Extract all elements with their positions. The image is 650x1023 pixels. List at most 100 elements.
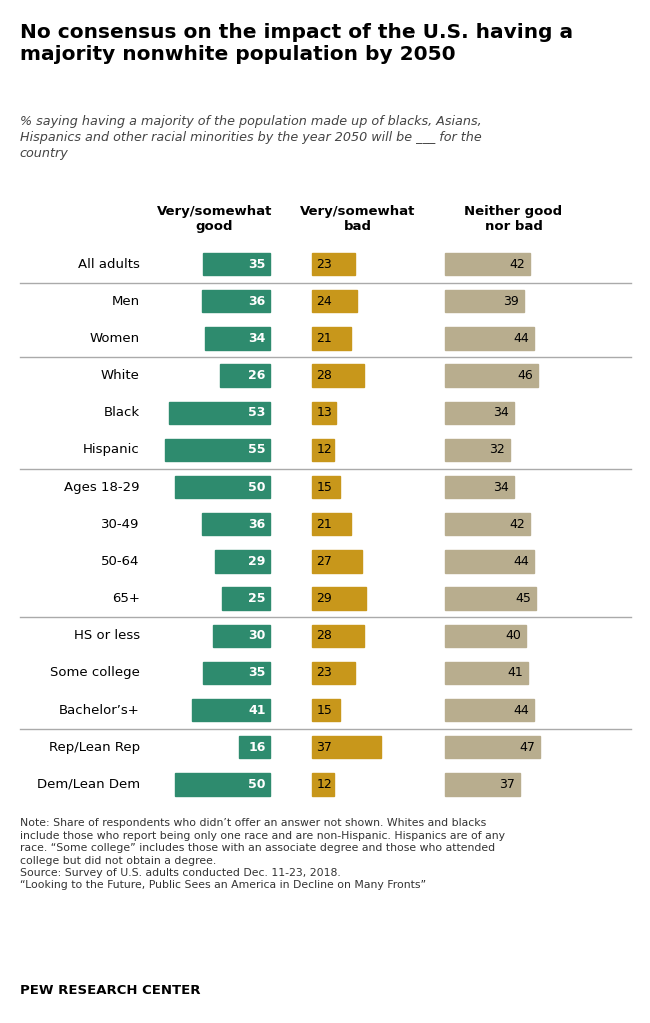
Text: 42: 42 — [510, 258, 525, 271]
Bar — [445, 327, 534, 350]
Bar — [445, 439, 510, 461]
Bar — [445, 737, 540, 758]
Bar — [445, 476, 514, 498]
Bar — [445, 662, 528, 684]
Text: 25: 25 — [248, 592, 266, 606]
Bar — [312, 662, 355, 684]
Text: Ages 18-29: Ages 18-29 — [64, 481, 140, 494]
Bar — [312, 773, 334, 796]
Text: 35: 35 — [248, 666, 266, 679]
Text: 28: 28 — [317, 369, 332, 383]
Text: 55: 55 — [248, 443, 266, 456]
Text: 32: 32 — [489, 443, 505, 456]
Bar — [192, 699, 270, 721]
Text: 24: 24 — [317, 295, 332, 308]
Text: Men: Men — [112, 295, 140, 308]
Bar — [214, 550, 270, 573]
Text: 40: 40 — [506, 629, 521, 642]
Bar — [312, 327, 351, 350]
Text: PEW RESEARCH CENTER: PEW RESEARCH CENTER — [20, 984, 200, 997]
Text: 50-64: 50-64 — [101, 554, 140, 568]
Text: 45: 45 — [515, 592, 532, 606]
Bar — [445, 773, 520, 796]
Bar — [312, 253, 355, 275]
Text: 16: 16 — [248, 741, 266, 754]
Bar — [312, 402, 336, 424]
Text: 44: 44 — [514, 554, 529, 568]
Bar — [445, 550, 534, 573]
Text: 30-49: 30-49 — [101, 518, 140, 531]
Bar — [312, 699, 340, 721]
Text: 21: 21 — [317, 518, 332, 531]
Text: 53: 53 — [248, 406, 266, 419]
Bar — [220, 364, 270, 387]
Text: 28: 28 — [317, 629, 332, 642]
Bar — [445, 699, 534, 721]
Text: 34: 34 — [493, 406, 509, 419]
Bar — [312, 514, 351, 535]
Text: 23: 23 — [317, 666, 332, 679]
Text: 37: 37 — [499, 777, 515, 791]
Text: Women: Women — [90, 331, 140, 345]
Bar — [445, 364, 538, 387]
Text: 27: 27 — [317, 554, 332, 568]
Bar — [445, 514, 530, 535]
Bar — [202, 291, 270, 312]
Text: Neither good
nor bad: Neither good nor bad — [465, 205, 562, 232]
Bar — [445, 291, 524, 312]
Text: 34: 34 — [248, 331, 266, 345]
Bar — [312, 550, 363, 573]
Text: HS or less: HS or less — [73, 629, 140, 642]
Text: 47: 47 — [519, 741, 536, 754]
Bar — [312, 587, 366, 610]
Bar — [203, 253, 270, 275]
Text: No consensus on the impact of the U.S. having a
majority nonwhite population by : No consensus on the impact of the U.S. h… — [20, 23, 573, 63]
Bar — [175, 773, 270, 796]
Text: % saying having a majority of the population made up of blacks, Asians,
Hispanic: % saying having a majority of the popula… — [20, 115, 481, 160]
Text: 36: 36 — [248, 295, 266, 308]
Bar — [175, 476, 270, 498]
Text: 26: 26 — [248, 369, 266, 383]
Text: 50: 50 — [248, 481, 266, 494]
Text: 30: 30 — [248, 629, 266, 642]
Text: All adults: All adults — [78, 258, 140, 271]
Bar — [169, 402, 270, 424]
Text: 35: 35 — [248, 258, 266, 271]
Text: Rep/Lean Rep: Rep/Lean Rep — [49, 741, 140, 754]
Text: Very/somewhat
good: Very/somewhat good — [157, 205, 272, 232]
Text: 15: 15 — [317, 481, 332, 494]
Text: Note: Share of respondents who didn’t offer an answer not shown. Whites and blac: Note: Share of respondents who didn’t of… — [20, 818, 504, 890]
Text: 36: 36 — [248, 518, 266, 531]
Text: 42: 42 — [510, 518, 525, 531]
Text: 34: 34 — [493, 481, 509, 494]
Bar — [445, 253, 530, 275]
Text: 13: 13 — [317, 406, 332, 419]
Text: Hispanic: Hispanic — [83, 443, 140, 456]
Text: 41: 41 — [508, 666, 523, 679]
Bar — [205, 327, 270, 350]
Text: White: White — [101, 369, 140, 383]
Text: Very/somewhat
bad: Very/somewhat bad — [300, 205, 415, 232]
Text: 37: 37 — [317, 741, 332, 754]
Text: 50: 50 — [248, 777, 266, 791]
Bar — [203, 662, 270, 684]
Text: 29: 29 — [248, 554, 266, 568]
Bar — [222, 587, 270, 610]
Text: Bachelor’s+: Bachelor’s+ — [59, 704, 140, 717]
Text: 15: 15 — [317, 704, 332, 717]
Bar — [312, 737, 381, 758]
Text: 12: 12 — [317, 777, 332, 791]
Text: Some college: Some college — [50, 666, 140, 679]
Bar — [312, 439, 334, 461]
Bar — [239, 737, 270, 758]
Bar — [312, 291, 357, 312]
Text: 65+: 65+ — [112, 592, 140, 606]
Text: 21: 21 — [317, 331, 332, 345]
Bar — [445, 587, 536, 610]
Bar — [445, 402, 514, 424]
Bar — [213, 625, 270, 647]
Bar — [166, 439, 270, 461]
Text: 44: 44 — [514, 704, 529, 717]
Text: 44: 44 — [514, 331, 529, 345]
Bar — [312, 364, 364, 387]
